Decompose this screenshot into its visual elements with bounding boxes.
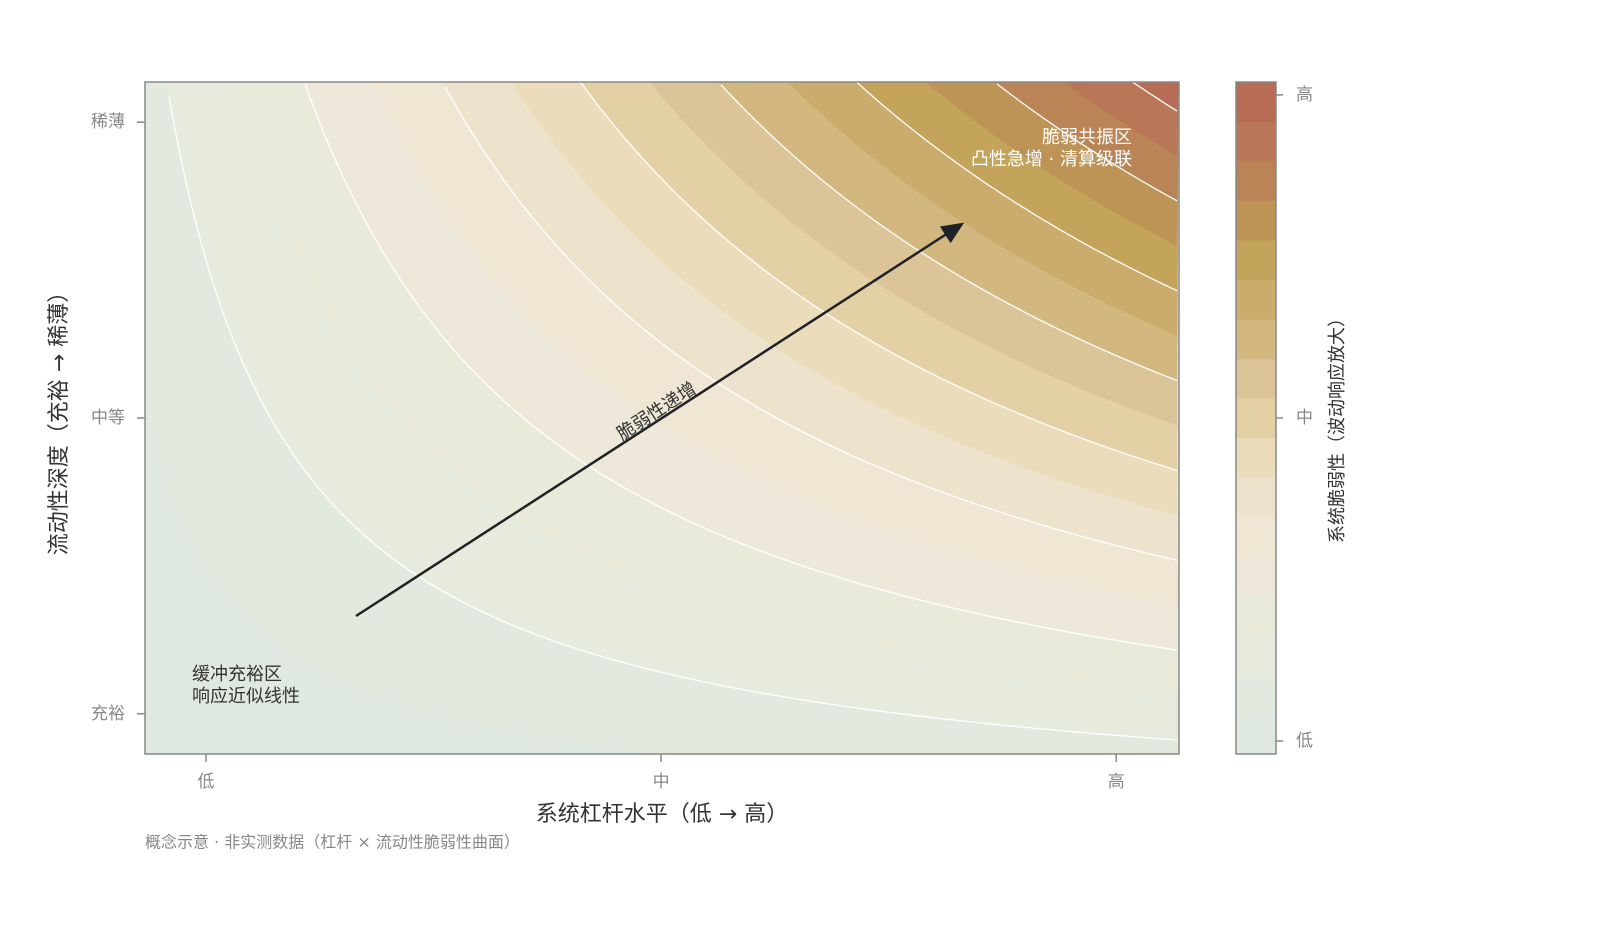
colorbar-band <box>1236 240 1276 281</box>
colorbar-band <box>1236 477 1276 518</box>
trend-arrow <box>355 222 965 618</box>
colorbar-band <box>1236 635 1276 676</box>
colorbar-band <box>1236 516 1276 557</box>
footnote: 概念示意 · 非实测数据（杠杆 × 流动性脆弱性曲面） <box>145 833 520 852</box>
colorbar-band <box>1236 437 1276 478</box>
colorbar-band <box>1236 674 1276 715</box>
contour-band <box>145 82 1179 291</box>
contour-band <box>145 82 1179 201</box>
y-tick-label: 稀薄 <box>91 112 125 132</box>
x-tick-label: 中 <box>653 772 670 792</box>
colorbar-band <box>1236 358 1276 399</box>
contour-line <box>856 82 1178 292</box>
colorbar-band <box>1236 121 1276 162</box>
colorbar-band <box>1236 319 1276 360</box>
contour-line <box>580 82 1178 472</box>
contour-line <box>996 83 1178 202</box>
colorbar-band <box>1236 200 1276 241</box>
y-tick-label: 充裕 <box>91 704 125 724</box>
colorbar-band <box>1236 398 1276 439</box>
x-tick-label: 高 <box>1108 772 1125 792</box>
contour-line <box>304 83 1178 651</box>
contour-band <box>145 82 1179 336</box>
contour-line <box>444 86 1178 561</box>
contour-line <box>1132 82 1178 112</box>
colorbar-band <box>1236 714 1276 755</box>
colorbar-tick-label: 高 <box>1296 85 1313 105</box>
colorbar-band <box>1236 161 1276 202</box>
contour-band <box>145 82 1179 156</box>
annotation: 脆弱共振区 <box>1042 127 1132 148</box>
colorbar-band <box>1236 595 1276 636</box>
y-axis-label: 流动性深度（充裕 → 稀薄） <box>47 281 72 555</box>
colorbar-band <box>1236 279 1276 320</box>
x-tick-label: 低 <box>197 772 214 792</box>
contour-line <box>720 84 1178 382</box>
annotation: 凸性急增 · 清算级联 <box>971 149 1132 170</box>
annotation: 响应近似线性 <box>192 686 300 707</box>
x-axis-label: 系统杠杆水平（低 → 高） <box>536 802 788 827</box>
y-tick-label: 中等 <box>91 408 125 428</box>
colorbar-band <box>1236 556 1276 597</box>
colorbar-band <box>1236 82 1276 123</box>
colorbar-tick-label: 中 <box>1296 408 1313 428</box>
colorbar <box>1235 81 1277 755</box>
annotation: 缓冲充裕区 <box>192 664 282 685</box>
colorbar-label: 系统脆弱性（波动响应放大） <box>1327 309 1348 543</box>
colorbar-tick-label: 低 <box>1296 731 1313 751</box>
contour-line <box>168 96 1178 741</box>
